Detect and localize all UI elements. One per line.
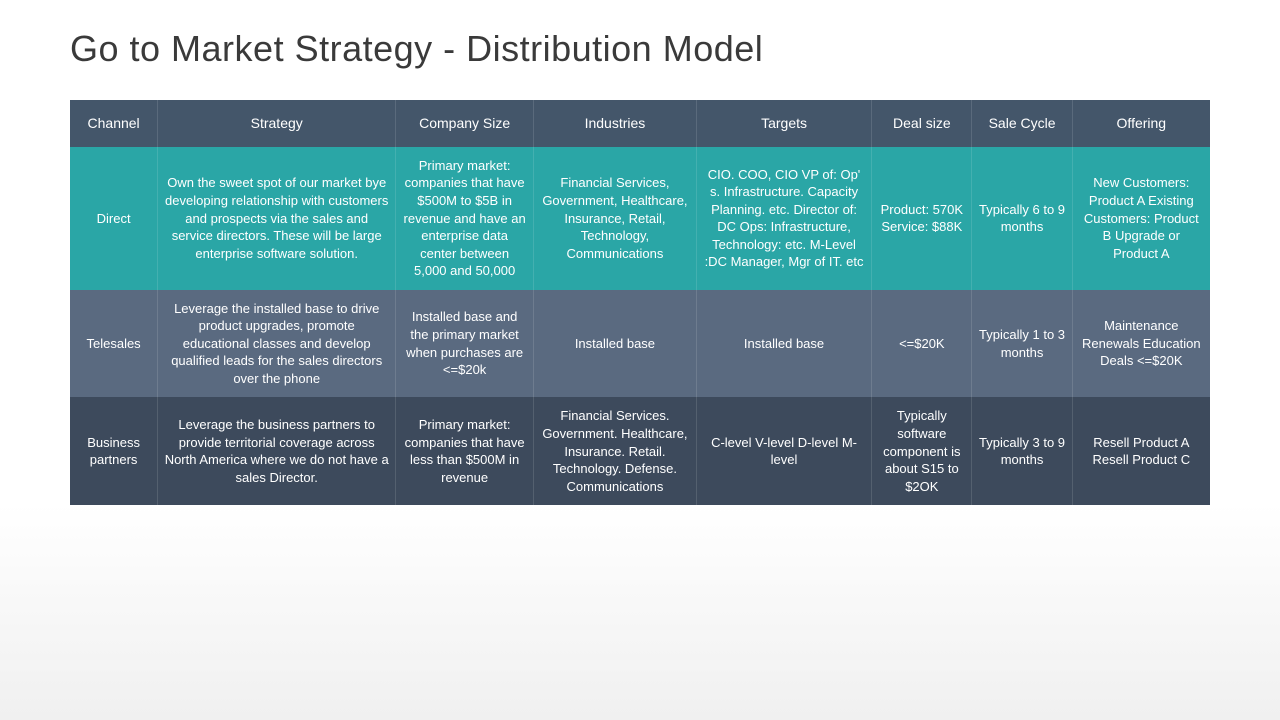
cell-cycle: Typically 1 to 3 months [972,290,1072,398]
table-row: Direct Own the sweet spot of our market … [70,147,1210,290]
col-header-industries: Industries [534,100,697,147]
table-row: Business partners Leverage the business … [70,397,1210,505]
distribution-table: Channel Strategy Company Size Industries… [70,100,1210,505]
col-header-offering: Offering [1072,100,1210,147]
cell-offering: Maintenance Renewals Education Deals <=$… [1072,290,1210,398]
cell-channel: Telesales [70,290,158,398]
col-header-channel: Channel [70,100,158,147]
cell-cycle: Typically 6 to 9 months [972,147,1072,290]
table-header-row: Channel Strategy Company Size Industries… [70,100,1210,147]
cell-industries: Financial Services, Government, Healthca… [534,147,697,290]
col-header-deal: Deal size [872,100,972,147]
cell-industries: Installed base [534,290,697,398]
cell-strategy: Own the sweet spot of our market bye dev… [158,147,396,290]
cell-channel: Direct [70,147,158,290]
cell-channel: Business partners [70,397,158,505]
table-row: Telesales Leverage the installed base to… [70,290,1210,398]
cell-deal: Typically software component is about S1… [872,397,972,505]
col-header-cycle: Sale Cycle [972,100,1072,147]
cell-targets: C-level V-level D-level M-level [696,397,871,505]
table-body: Direct Own the sweet spot of our market … [70,147,1210,505]
cell-size: Primary market: companies that have less… [396,397,534,505]
col-header-size: Company Size [396,100,534,147]
cell-strategy: Leverage the installed base to drive pro… [158,290,396,398]
col-header-strategy: Strategy [158,100,396,147]
cell-offering: Resell Product A Resell Product C [1072,397,1210,505]
cell-targets: CIO. COO, CIO VP of: Op' s. Infrastructu… [696,147,871,290]
page-title: Go to Market Strategy - Distribution Mod… [70,28,1210,70]
cell-cycle: Typically 3 to 9 months [972,397,1072,505]
cell-targets: Installed base [696,290,871,398]
cell-deal: Product: 570K Service: $88K [872,147,972,290]
cell-deal: <=$20K [872,290,972,398]
col-header-targets: Targets [696,100,871,147]
cell-size: Installed base and the primary market wh… [396,290,534,398]
cell-size: Primary market: companies that have $500… [396,147,534,290]
cell-offering: New Customers: Product A Existing Custom… [1072,147,1210,290]
cell-industries: Financial Services. Government. Healthca… [534,397,697,505]
cell-strategy: Leverage the business partners to provid… [158,397,396,505]
